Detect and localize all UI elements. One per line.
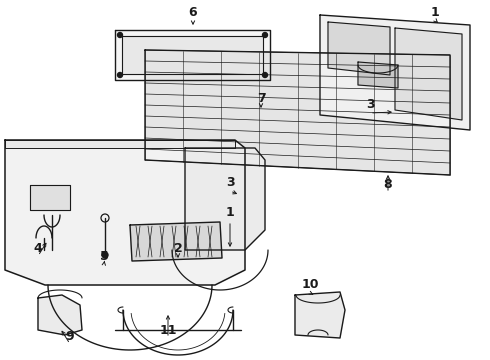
Text: 9: 9 xyxy=(66,329,74,342)
Text: 10: 10 xyxy=(301,279,319,292)
Circle shape xyxy=(118,32,122,37)
Polygon shape xyxy=(295,292,345,338)
Polygon shape xyxy=(38,295,82,335)
Polygon shape xyxy=(395,28,462,120)
Text: 7: 7 xyxy=(257,91,266,104)
Text: 8: 8 xyxy=(384,179,392,192)
Circle shape xyxy=(263,32,268,37)
Text: 3: 3 xyxy=(366,99,374,112)
Polygon shape xyxy=(320,15,470,130)
Text: 3: 3 xyxy=(226,176,234,189)
Circle shape xyxy=(102,252,108,258)
Text: 1: 1 xyxy=(431,5,440,18)
Text: 11: 11 xyxy=(159,324,177,337)
Text: 4: 4 xyxy=(34,242,42,255)
Polygon shape xyxy=(115,30,270,80)
Circle shape xyxy=(118,72,122,77)
Polygon shape xyxy=(130,222,222,261)
Polygon shape xyxy=(185,148,265,250)
Polygon shape xyxy=(328,22,390,75)
Circle shape xyxy=(263,72,268,77)
Polygon shape xyxy=(358,62,398,88)
Text: 2: 2 xyxy=(173,242,182,255)
Text: 5: 5 xyxy=(99,249,108,262)
Text: 1: 1 xyxy=(225,207,234,220)
Polygon shape xyxy=(5,140,235,148)
Text: 6: 6 xyxy=(189,5,197,18)
Polygon shape xyxy=(5,140,245,285)
Polygon shape xyxy=(122,36,263,74)
Polygon shape xyxy=(145,50,450,175)
Polygon shape xyxy=(30,185,70,210)
